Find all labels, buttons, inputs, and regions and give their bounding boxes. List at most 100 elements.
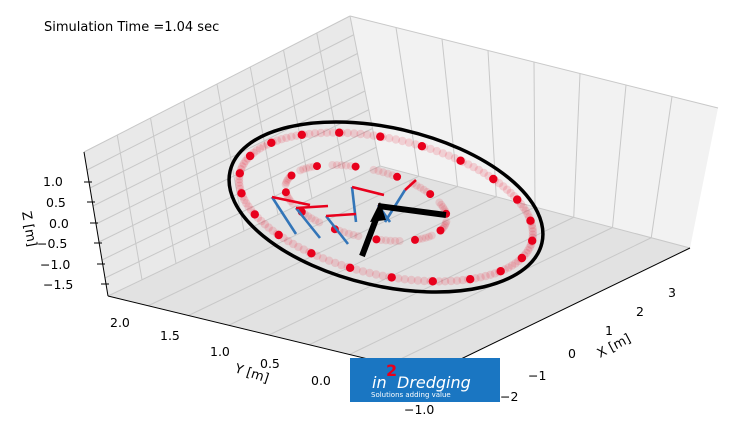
grid-line — [216, 83, 245, 232]
particle-trail — [427, 231, 436, 240]
y-tick-label: −1.0 — [404, 402, 434, 417]
particle-trail — [464, 275, 473, 284]
particle-trail — [523, 209, 532, 219]
particle-trail — [337, 260, 346, 270]
particle-trails — [234, 128, 538, 286]
particle-trail — [490, 269, 500, 278]
y-tick-label: 1.0 — [210, 344, 230, 359]
particle — [426, 190, 435, 199]
grid-line — [389, 237, 652, 365]
particle-trail — [469, 162, 478, 172]
particle — [411, 235, 419, 244]
particle-trail — [395, 237, 404, 245]
z-tick-label: −0.5 — [37, 236, 67, 251]
particle-trail — [385, 134, 394, 143]
particle-trail — [426, 144, 435, 154]
grid-line — [441, 38, 458, 187]
grid-line — [349, 227, 613, 355]
particle — [417, 142, 427, 151]
particle — [281, 188, 290, 197]
grid-line — [650, 96, 673, 238]
particle-trail — [486, 270, 495, 279]
particle-trail — [273, 229, 282, 239]
particle-trail — [507, 261, 517, 270]
particle-trail — [307, 214, 316, 223]
particle — [250, 210, 259, 219]
particle-trail — [400, 275, 409, 284]
particle-trail — [268, 226, 277, 235]
particle — [517, 253, 527, 263]
particle-trail — [235, 168, 245, 177]
particle-trail — [281, 180, 290, 189]
particle — [496, 267, 505, 276]
simulation-time-label: Simulation Time =1.04 sec — [44, 20, 220, 35]
particle-trail — [464, 160, 473, 169]
particle-trail — [246, 150, 256, 160]
particle-trail — [369, 131, 378, 140]
particle-trail — [239, 159, 248, 168]
grid-lines — [83, 15, 719, 365]
grid-line — [533, 61, 536, 208]
particle-trail — [343, 262, 352, 272]
particle-trail — [252, 146, 261, 155]
x-tick-label: 2 — [636, 304, 644, 319]
particle — [376, 132, 385, 141]
force-vector — [325, 212, 357, 218]
grid-line — [612, 84, 627, 228]
particle-trail — [394, 274, 403, 283]
particle — [313, 162, 321, 171]
particle-trail — [240, 195, 249, 205]
particle-trail — [349, 129, 359, 138]
particle — [528, 236, 537, 245]
z-tick-label: −1.5 — [43, 277, 73, 292]
vector-field — [270, 179, 417, 245]
particle-trail — [525, 243, 534, 252]
particle-trail — [381, 236, 390, 245]
force-vector — [404, 179, 417, 191]
particle-trail — [378, 271, 387, 280]
particle-trail — [305, 248, 314, 257]
particle — [456, 156, 465, 165]
particle-trail — [344, 229, 353, 238]
particle-trail — [257, 216, 266, 226]
particle — [436, 226, 445, 235]
grid-line — [487, 50, 497, 197]
particle-trail — [310, 129, 320, 138]
particle-trail — [416, 183, 425, 192]
particle-trail — [379, 168, 388, 177]
particle-trail — [458, 157, 467, 166]
particle-trail — [328, 161, 337, 169]
z-tick-label: 0.5 — [46, 195, 66, 210]
particle-trail — [419, 185, 428, 194]
particle — [307, 249, 316, 258]
particle-trail — [499, 182, 508, 191]
particle-trail — [446, 276, 456, 286]
particle-trail — [407, 275, 416, 285]
y-tick-label: 0.5 — [260, 356, 280, 371]
particle-trail — [385, 272, 394, 282]
particle-trail — [304, 212, 313, 221]
logo-superscript: 2 — [386, 361, 397, 380]
particle-trail — [458, 275, 467, 285]
z-tick-label: 1.0 — [43, 174, 63, 189]
x-tick-label: 1 — [605, 323, 613, 338]
particle-trail — [386, 236, 395, 245]
particle-trail — [490, 175, 499, 185]
particle-trail — [514, 257, 523, 266]
arrow-head — [370, 202, 386, 222]
particle — [387, 273, 396, 282]
particle — [513, 195, 522, 204]
particle-trail — [432, 146, 441, 156]
in2dredging-logo: in 2 Dredging Solutions adding value — [350, 358, 500, 402]
particle-trail — [378, 132, 387, 142]
particle-trail — [444, 151, 454, 160]
y-tick-label: 1.5 — [160, 328, 180, 343]
particle-trail — [268, 138, 277, 147]
particle — [245, 151, 255, 161]
particle-trail — [440, 277, 450, 286]
particle-trail — [358, 267, 368, 276]
particle-trail — [514, 196, 523, 205]
particle-trail — [299, 245, 308, 254]
particle-trail — [354, 232, 363, 241]
